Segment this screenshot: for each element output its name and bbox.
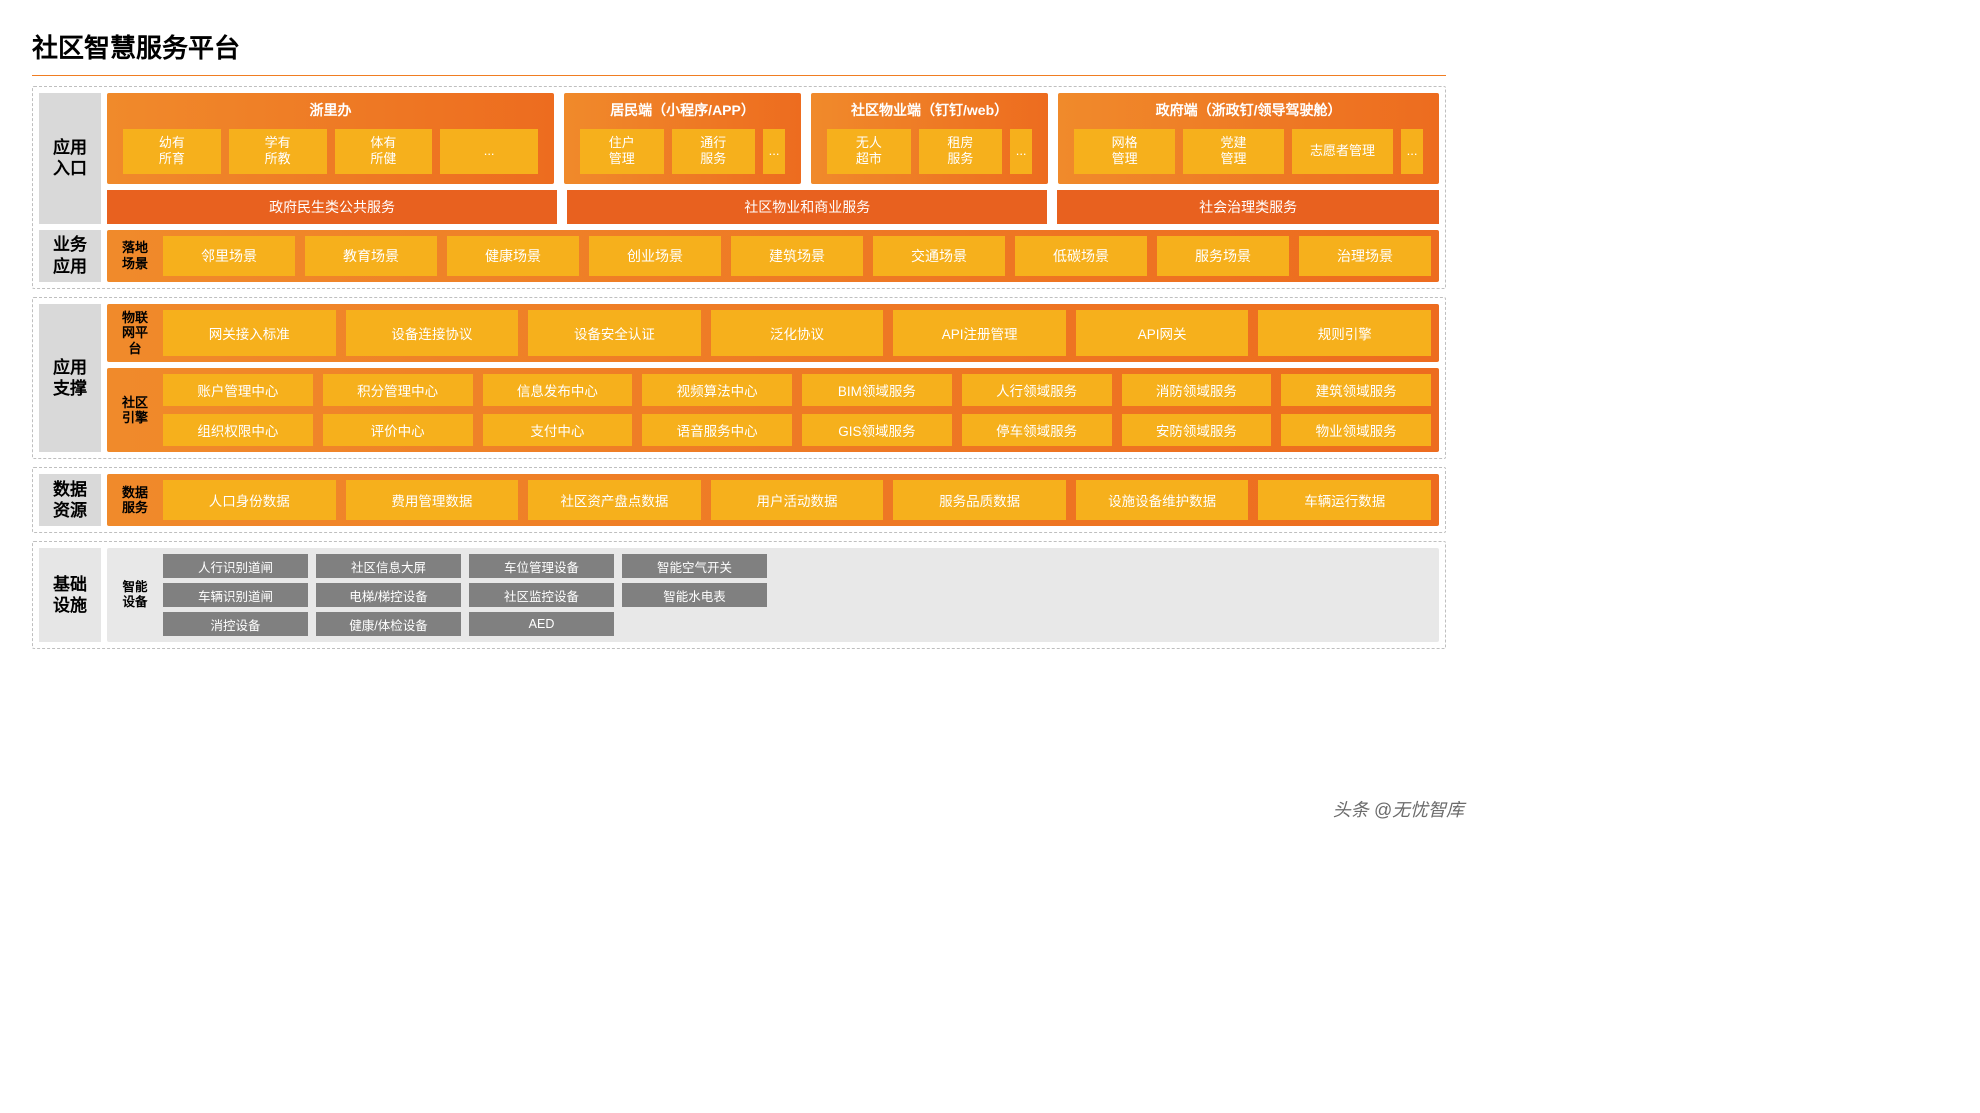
iot-item: 设备安全认证 — [528, 310, 701, 357]
iot-item: 泛化协议 — [711, 310, 884, 357]
infra-sublabel: 智能设备 — [113, 554, 157, 636]
infra-item: 健康/体检设备 — [316, 612, 461, 636]
page-title: 社区智慧服务平台 — [32, 28, 1446, 65]
entry-item: 通行服务 — [672, 129, 756, 174]
iot-sublabel: 物联网平台 — [113, 310, 157, 357]
engine-item: 账户管理中心 — [163, 374, 313, 406]
label-support: 应用支撑 — [39, 304, 101, 453]
engine-item: 安防领域服务 — [1122, 414, 1272, 446]
infra-item: 车位管理设备 — [469, 554, 614, 578]
infra-item: 智能水电表 — [622, 583, 767, 607]
infra-item: 智能空气开关 — [622, 554, 767, 578]
engine-item: 积分管理中心 — [323, 374, 473, 406]
entry-group: 政府端（浙政钉/领导驾驶舱） 网格管理党建管理志愿者管理... — [1058, 93, 1439, 184]
entry-item: ... — [440, 129, 538, 174]
biz-item: 治理场景 — [1299, 236, 1431, 276]
engine-item: 停车领域服务 — [962, 414, 1112, 446]
infra-item: 社区监控设备 — [469, 583, 614, 607]
iot-item: 规则引擎 — [1258, 310, 1431, 357]
entry-item: 体有所健 — [335, 129, 433, 174]
engine-item: 视频算法中心 — [642, 374, 792, 406]
engine-item: 信息发布中心 — [483, 374, 633, 406]
biz-item: 健康场景 — [447, 236, 579, 276]
data-item: 用户活动数据 — [711, 480, 884, 520]
biz-item: 邻里场景 — [163, 236, 295, 276]
entry-item: ... — [1401, 129, 1423, 174]
data-item: 服务品质数据 — [893, 480, 1066, 520]
biz-item: 服务场景 — [1157, 236, 1289, 276]
label-infra: 基础设施 — [39, 548, 101, 642]
infra-item: 人行识别道闸 — [163, 554, 308, 578]
entry-item: 住户管理 — [580, 129, 664, 174]
data-item: 车辆运行数据 — [1258, 480, 1431, 520]
engine-row: 社区引擎 账户管理中心积分管理中心信息发布中心视频算法中心 BIM领域服务人行领域… — [107, 368, 1439, 452]
biz-sublabel: 落地场景 — [113, 236, 157, 276]
engine-item: 建筑领域服务 — [1281, 374, 1431, 406]
entry-group-title: 政府端（浙政钉/领导驾驶舱） — [1064, 97, 1433, 125]
entry-group: 社区物业端（钉钉/web） 无人超市租房服务... — [811, 93, 1048, 184]
data-item: 设施设备维护数据 — [1076, 480, 1249, 520]
biz-row: 落地场景 邻里场景教育场景健康场景创业场景建筑场景交通场景低碳场景服务场景治理场… — [107, 230, 1439, 282]
entry-item: 幼有所育 — [123, 129, 221, 174]
entry-item: ... — [763, 129, 785, 174]
engine-item: 物业领域服务 — [1281, 414, 1431, 446]
block-entry-biz: 应用入口 浙里办幼有所育学有所教体有所健... 居民端（小程序/APP） 住户管理通… — [32, 86, 1446, 289]
block-infra: 基础设施 智能设备 人行识别道闸社区信息大屏车位管理设备智能空气开关车辆识别道闸… — [32, 541, 1446, 649]
title-divider — [32, 75, 1446, 76]
biz-item: 建筑场景 — [731, 236, 863, 276]
entry-item: 学有所教 — [229, 129, 327, 174]
iot-item: 网关接入标准 — [163, 310, 336, 357]
engine-item: 消防领域服务 — [1122, 374, 1272, 406]
watermark: 头条 @无忧智库 — [1333, 796, 1464, 822]
entry-group-title: 社区物业端（钉钉/web） — [817, 97, 1042, 125]
engine-item: 支付中心 — [483, 414, 633, 446]
engine-item: 人行领域服务 — [962, 374, 1112, 406]
entry-item: 租房服务 — [919, 129, 1003, 174]
category-item: 社区物业和商业服务 — [567, 190, 1047, 224]
engine-item: 语音服务中心 — [642, 414, 792, 446]
data-item: 社区资产盘点数据 — [528, 480, 701, 520]
iot-item: API注册管理 — [893, 310, 1066, 357]
biz-item: 低碳场景 — [1015, 236, 1147, 276]
biz-item: 教育场景 — [305, 236, 437, 276]
category-item: 政府民生类公共服务 — [107, 190, 557, 224]
biz-item: 创业场景 — [589, 236, 721, 276]
entry-item: 无人超市 — [827, 129, 911, 174]
label-biz: 业务应用 — [39, 230, 101, 282]
label-entry: 应用入口 — [39, 93, 101, 224]
engine-item: 评价中心 — [323, 414, 473, 446]
entry-group: 浙里办幼有所育学有所教体有所健... — [107, 93, 554, 184]
infra-item: 车辆识别道闸 — [163, 583, 308, 607]
iot-item: API网关 — [1076, 310, 1249, 357]
entry-group-title: 浙里办 — [113, 97, 548, 125]
biz-item: 交通场景 — [873, 236, 1005, 276]
infra-item: 消控设备 — [163, 612, 308, 636]
entry-group: 居民端（小程序/APP） 住户管理通行服务... — [564, 93, 801, 184]
engine-item: BIM领域服务 — [802, 374, 952, 406]
entry-item: 网格管理 — [1074, 129, 1175, 174]
iot-row: 物联网平台 网关接入标准设备连接协议设备安全认证泛化协议API注册管理API网关… — [107, 304, 1439, 363]
engine-sublabel: 社区引擎 — [113, 374, 157, 446]
category-item: 社会治理类服务 — [1057, 190, 1439, 224]
infra-item: 社区信息大屏 — [316, 554, 461, 578]
entry-categories: 政府民生类公共服务社区物业和商业服务社会治理类服务 — [107, 190, 1439, 224]
infra-item: 电梯/梯控设备 — [316, 583, 461, 607]
engine-item: GIS领域服务 — [802, 414, 952, 446]
infra-item: AED — [469, 612, 614, 636]
infra-row: 智能设备 人行识别道闸社区信息大屏车位管理设备智能空气开关车辆识别道闸电梯/梯控… — [107, 548, 1439, 642]
entry-item: ... — [1010, 129, 1032, 174]
data-item: 费用管理数据 — [346, 480, 519, 520]
entry-groups: 浙里办幼有所育学有所教体有所健... 居民端（小程序/APP） 住户管理通行服务..… — [107, 93, 1439, 184]
entry-item: 志愿者管理 — [1292, 129, 1393, 174]
entry-item: 党建管理 — [1183, 129, 1284, 174]
block-support: 应用支撑 物联网平台 网关接入标准设备连接协议设备安全认证泛化协议API注册管理… — [32, 297, 1446, 460]
data-sublabel: 数据服务 — [113, 480, 157, 520]
label-data: 数据资源 — [39, 474, 101, 526]
entry-group-title: 居民端（小程序/APP） — [570, 97, 795, 125]
data-row: 数据服务 人口身份数据费用管理数据社区资产盘点数据用户活动数据服务品质数据设施设… — [107, 474, 1439, 526]
data-item: 人口身份数据 — [163, 480, 336, 520]
engine-item: 组织权限中心 — [163, 414, 313, 446]
iot-item: 设备连接协议 — [346, 310, 519, 357]
block-data: 数据资源 数据服务 人口身份数据费用管理数据社区资产盘点数据用户活动数据服务品质… — [32, 467, 1446, 533]
